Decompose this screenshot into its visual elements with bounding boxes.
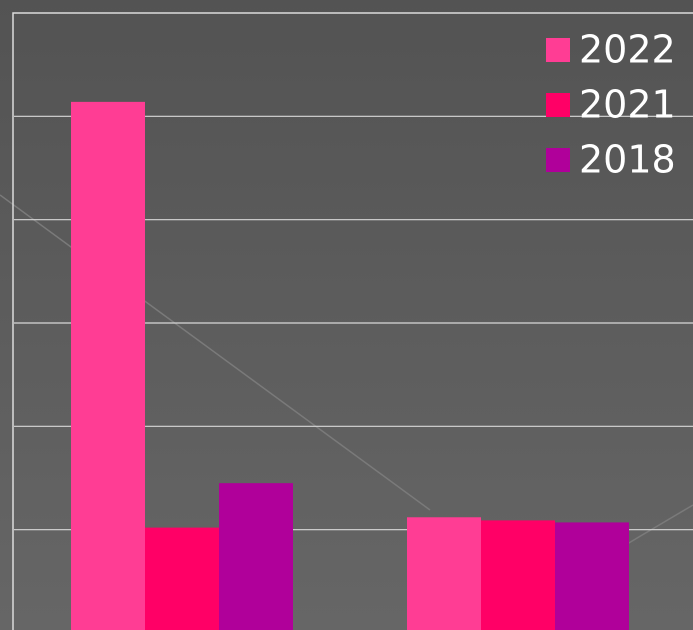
bar (481, 520, 555, 630)
bar (407, 517, 481, 630)
legend-label: 2021 (579, 83, 676, 127)
legend-label: 2018 (579, 138, 676, 182)
bar (145, 527, 219, 630)
legend-swatch (546, 93, 570, 117)
legend-swatch (546, 38, 570, 62)
bar (219, 483, 293, 630)
legend-swatch (546, 148, 570, 172)
bar (555, 522, 629, 630)
bar (71, 101, 145, 630)
plot-border (12, 12, 693, 630)
legend-label: 2022 (579, 28, 676, 72)
